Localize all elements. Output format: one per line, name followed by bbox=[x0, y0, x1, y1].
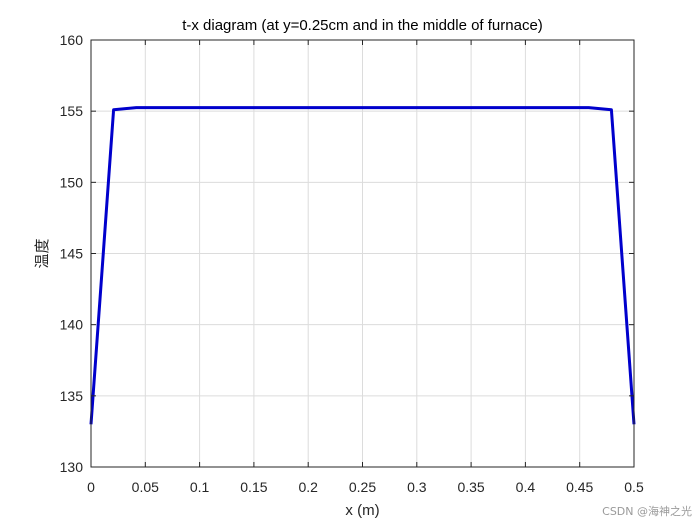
x-tick-labels: 0 0.05 0.1 0.15 0.2 0.25 0.3 0.35 0.4 0.45 0.5 bbox=[87, 479, 644, 495]
series-layer bbox=[89, 106, 636, 425]
x-tick-label: 0.25 bbox=[349, 479, 376, 495]
y-tick-label: 160 bbox=[60, 32, 84, 48]
y-tick-labels: 130 135 140 145 150 155 160 bbox=[60, 32, 84, 475]
ticks bbox=[90, 39, 635, 468]
x-tick-label: 0.3 bbox=[407, 479, 427, 495]
x-tick-label: 0 bbox=[87, 479, 95, 495]
y-tick-label: 145 bbox=[60, 246, 84, 262]
y-tick-label: 155 bbox=[60, 103, 84, 119]
series-line bbox=[89, 106, 636, 425]
x-tick-label: 0.4 bbox=[516, 479, 536, 495]
x-tick-label: 0.35 bbox=[457, 479, 484, 495]
x-tick-label: 0.5 bbox=[624, 479, 644, 495]
x-tick-label: 0.45 bbox=[566, 479, 593, 495]
x-axis-label: x (m) bbox=[345, 502, 379, 519]
x-tick-label: 0.05 bbox=[132, 479, 159, 495]
y-tick-label: 140 bbox=[60, 317, 84, 333]
x-tick-label: 0.15 bbox=[240, 479, 267, 495]
chart-title: t-x diagram (at y=0.25cm and in the midd… bbox=[182, 17, 543, 34]
x-tick-label: 0.2 bbox=[298, 479, 318, 495]
grid bbox=[91, 40, 634, 467]
y-tick-label: 135 bbox=[60, 388, 84, 404]
y-axis-label: 温度 bbox=[33, 238, 51, 268]
y-tick-label: 130 bbox=[60, 459, 84, 475]
watermark: CSDN @海神之光 bbox=[602, 505, 692, 518]
y-tick-label: 150 bbox=[60, 174, 84, 190]
x-tick-label: 0.1 bbox=[190, 479, 210, 495]
